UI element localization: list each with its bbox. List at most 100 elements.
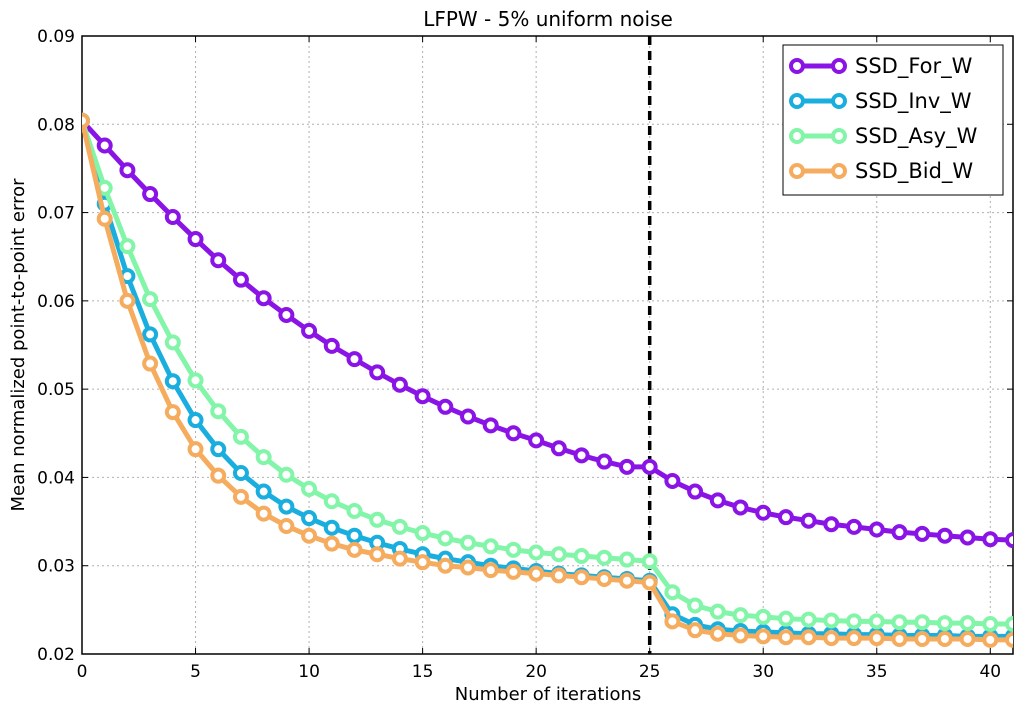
series-line-ssd-inv-w: [82, 120, 1013, 639]
data-point-ssd-bid-w: [664, 613, 681, 630]
data-point-ssd-for-w: [414, 388, 431, 405]
data-point-ssd-asy-w: [573, 548, 590, 565]
data-point-ssd-asy-w: [369, 511, 386, 528]
data-point-ssd-asy-w: [142, 291, 159, 308]
data-point-ssd-inv-w: [255, 483, 272, 500]
legend-item-ssd-inv-w: SSD_Inv_W: [789, 89, 972, 114]
legend-marker: [831, 163, 847, 179]
data-point-ssd-bid-w: [142, 355, 159, 372]
data-point-ssd-for-w: [709, 492, 726, 509]
data-point-ssd-bid-w: [618, 572, 635, 589]
data-point-ssd-asy-w: [936, 615, 953, 632]
data-point-ssd-asy-w: [800, 611, 817, 628]
data-point-ssd-asy-w: [164, 334, 181, 351]
data-point-ssd-for-w: [119, 162, 136, 179]
data-point-ssd-bid-w: [210, 467, 227, 484]
series-ssd-asy-w: [82, 112, 1013, 632]
x-axis-label: Number of iterations: [455, 684, 642, 705]
data-point-ssd-asy-w: [346, 502, 363, 519]
data-point-ssd-bid-w: [460, 559, 477, 576]
data-point-ssd-bid-w: [96, 210, 113, 227]
data-point-ssd-for-w: [982, 531, 999, 548]
data-point-ssd-bid-w: [777, 629, 794, 646]
data-point-ssd-bid-w: [846, 630, 863, 647]
data-point-ssd-for-w: [391, 376, 408, 393]
data-point-ssd-bid-w: [391, 550, 408, 567]
data-point-ssd-inv-w: [142, 326, 159, 343]
data-point-ssd-for-w: [914, 525, 931, 542]
data-point-ssd-bid-w: [959, 630, 976, 647]
legend-marker: [831, 93, 847, 109]
data-point-ssd-for-w: [641, 458, 658, 475]
data-point-ssd-bid-w: [709, 625, 726, 642]
data-point-ssd-for-w: [891, 524, 908, 541]
series-layer: [82, 112, 1013, 648]
y-tick-label: 0.03: [37, 557, 75, 577]
data-point-ssd-asy-w: [618, 551, 635, 568]
series-ssd-for-w: [82, 112, 1013, 549]
data-point-ssd-bid-w: [278, 517, 295, 534]
data-point-ssd-for-w: [278, 306, 295, 323]
data-point-ssd-for-w: [255, 290, 272, 307]
data-point-ssd-bid-w: [823, 630, 840, 647]
data-point-ssd-bid-w: [550, 567, 567, 584]
data-point-ssd-bid-w: [528, 565, 545, 582]
legend-marker: [831, 58, 847, 74]
x-tick-label: 30: [752, 662, 774, 682]
data-point-ssd-bid-w: [755, 628, 772, 645]
data-point-ssd-asy-w: [278, 466, 295, 483]
data-point-ssd-for-w: [528, 432, 545, 449]
data-point-ssd-asy-w: [505, 541, 522, 558]
data-point-ssd-bid-w: [164, 404, 181, 421]
data-point-ssd-inv-w: [323, 519, 340, 536]
data-point-ssd-asy-w: [846, 613, 863, 630]
data-point-ssd-bid-w: [1005, 631, 1013, 648]
data-point-ssd-asy-w: [550, 546, 567, 563]
legend-label: SSD_Bid_W: [855, 159, 973, 184]
legend-marker: [789, 128, 805, 144]
data-point-ssd-bid-w: [891, 630, 908, 647]
data-point-ssd-bid-w: [641, 574, 658, 591]
data-point-ssd-bid-w: [437, 557, 454, 574]
data-point-ssd-bid-w: [982, 631, 999, 648]
data-point-ssd-asy-w: [868, 613, 885, 630]
data-point-ssd-for-w: [573, 447, 590, 464]
data-point-ssd-for-w: [664, 472, 681, 489]
x-tick-label: 10: [298, 662, 320, 682]
data-point-ssd-asy-w: [437, 530, 454, 547]
data-point-ssd-asy-w: [255, 449, 272, 466]
x-tick-label: 20: [525, 662, 547, 682]
data-point-ssd-for-w: [687, 483, 704, 500]
data-point-ssd-asy-w: [687, 597, 704, 614]
data-point-ssd-asy-w: [528, 544, 545, 561]
data-point-ssd-inv-w: [187, 412, 204, 429]
data-point-ssd-asy-w: [232, 428, 249, 445]
y-tick-label: 0.04: [37, 468, 75, 488]
legend-marker: [831, 128, 847, 144]
data-point-ssd-bid-w: [255, 505, 272, 522]
data-point-ssd-for-w: [868, 521, 885, 538]
data-point-ssd-asy-w: [187, 372, 204, 389]
data-point-ssd-bid-w: [323, 535, 340, 552]
data-point-ssd-for-w: [846, 518, 863, 535]
data-point-ssd-asy-w: [119, 238, 136, 255]
data-point-ssd-bid-w: [596, 570, 613, 587]
x-axis: 0 5 10 15 20 25 30 35 40: [77, 36, 1001, 682]
data-point-ssd-bid-w: [301, 527, 318, 544]
data-point-ssd-bid-w: [573, 569, 590, 586]
data-point-ssd-for-w: [823, 516, 840, 533]
data-point-ssd-bid-w: [482, 562, 499, 579]
data-point-ssd-for-w: [460, 408, 477, 425]
data-point-ssd-for-w: [732, 499, 749, 516]
legend-label: SSD_Asy_W: [855, 124, 978, 149]
data-point-ssd-asy-w: [641, 553, 658, 570]
data-point-ssd-asy-w: [914, 614, 931, 631]
legend-item-ssd-bid-w: SSD_Bid_W: [789, 159, 973, 184]
data-point-ssd-asy-w: [709, 603, 726, 620]
x-tick-label: 0: [77, 662, 88, 682]
data-point-ssd-for-w: [323, 337, 340, 354]
y-tick-label: 0.02: [37, 645, 75, 665]
data-point-ssd-asy-w: [891, 614, 908, 631]
data-point-ssd-bid-w: [119, 292, 136, 309]
